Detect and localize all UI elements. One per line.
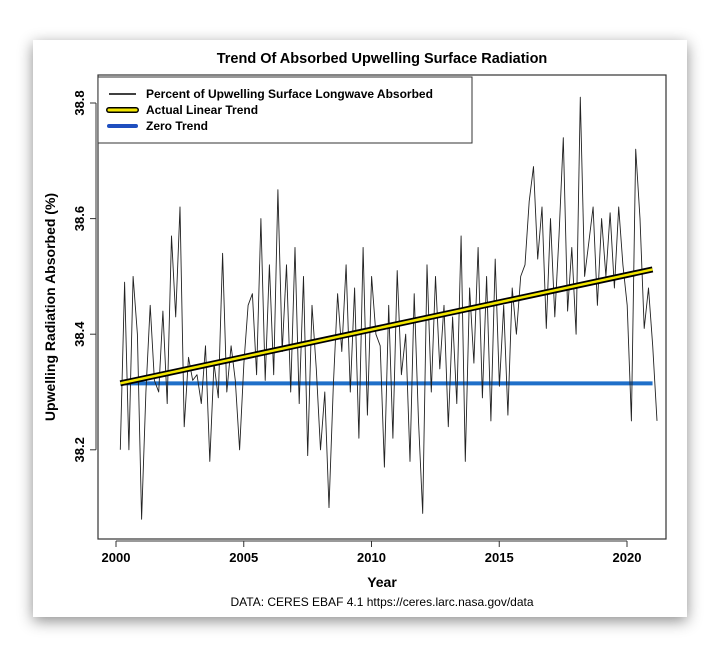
x-tick-label: 2010 — [357, 550, 386, 565]
x-tick-label: 2000 — [102, 550, 131, 565]
x-tick-label: 2015 — [485, 550, 514, 565]
y-tick-label: 38.8 — [72, 90, 87, 115]
legend-box — [97, 76, 473, 144]
absorbed-series-line — [119, 96, 658, 520]
y-axis-label: Upwelling Radiation Absorbed (%) — [42, 193, 58, 421]
y-tick-label: 38.2 — [72, 437, 87, 462]
legend-label-series: Percent of Upwelling Surface Longwave Ab… — [146, 87, 433, 101]
legend-label-zero: Zero Trend — [146, 119, 208, 133]
y-tick-label: 38.6 — [72, 206, 87, 231]
linear-trend-line — [120, 268, 653, 385]
data-source-note: DATA: CERES EBAF 4.1 https://ceres.larc.… — [230, 595, 533, 609]
legend-label-trend: Actual Linear Trend — [146, 103, 258, 117]
x-tick-label: 2020 — [613, 550, 642, 565]
x-tick-label: 2005 — [229, 550, 258, 565]
plot-frame — [97, 74, 667, 540]
chart-title: Trend Of Absorbed Upwelling Surface Radi… — [217, 51, 548, 67]
y-tick-label: 38.4 — [72, 321, 87, 347]
x-axis-label: Year — [367, 574, 397, 590]
legend: Percent of Upwelling Surface Longwave Ab… — [97, 76, 473, 144]
